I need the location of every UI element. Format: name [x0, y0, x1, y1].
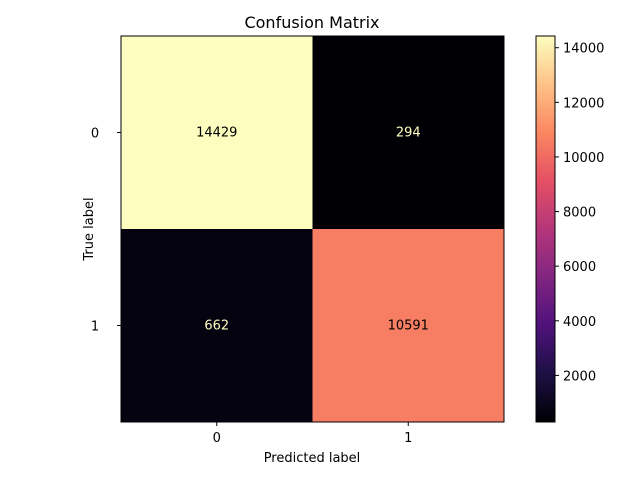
colorbar-tick-label-3: 8000	[563, 206, 596, 221]
heatmap-cell-1-0	[121, 229, 313, 423]
x-axis-label: Predicted label	[264, 451, 361, 466]
y-tick-label-1: 1	[91, 320, 99, 335]
chart-title: Confusion Matrix	[244, 13, 379, 32]
colorbar-tick-label-1: 4000	[563, 315, 596, 330]
x-tick-label-1: 1	[404, 431, 412, 446]
colorbar-tick-label-4: 10000	[563, 151, 604, 166]
heatmap-cell-0-1	[312, 36, 505, 230]
heatmap-cells	[121, 36, 505, 423]
cell-value-0-0: 14429	[196, 126, 237, 141]
y-tick-label-0: 0	[91, 127, 99, 142]
heatmap-cell-0-0	[121, 36, 313, 230]
plot-frame	[120, 35, 505, 423]
y-axis-label: True label	[82, 197, 97, 261]
colorbar-ticks: 2000 4000 6000 8000 10000 12000 14000	[555, 42, 604, 384]
x-tick-label-0: 0	[213, 431, 221, 446]
heatmap-cell-1-1	[312, 229, 505, 423]
colorbar-tick-label-5: 12000	[563, 96, 604, 111]
heatmap-cell-labels: 14429 294 662 10591	[196, 126, 429, 334]
colorbar	[535, 35, 556, 423]
colorbar-tick-label-6: 14000	[563, 42, 604, 57]
cell-value-1-0: 662	[204, 319, 229, 334]
cell-value-1-1: 10591	[388, 319, 429, 334]
colorbar-tick-label-0: 2000	[563, 369, 596, 384]
y-axis: 01	[91, 127, 121, 335]
colorbar-tick-label-2: 6000	[563, 260, 596, 275]
cell-value-0-1: 294	[396, 126, 421, 141]
